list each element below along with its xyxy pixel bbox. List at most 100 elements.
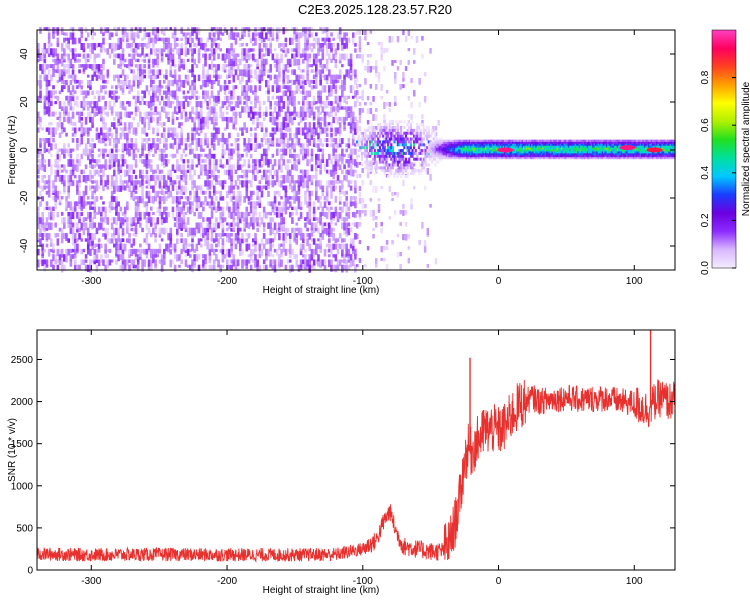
spectrogram-cell xyxy=(204,159,207,163)
spectrogram-cell xyxy=(169,42,173,51)
spectrogram-cell xyxy=(80,169,84,175)
spectrogram-cell xyxy=(288,153,292,158)
spectrogram-cell xyxy=(145,159,149,166)
spectrogram-cell xyxy=(234,243,238,250)
spectrogram-cell xyxy=(165,90,168,99)
spectrogram-cell xyxy=(208,217,212,225)
spectrogram-cell xyxy=(152,254,155,261)
spectrogram-cell xyxy=(396,154,399,158)
spectrogram-cell xyxy=(282,222,286,231)
spectrogram-cell xyxy=(422,157,425,161)
spectrogram-cell xyxy=(267,201,270,206)
spectrogram-cell xyxy=(354,201,357,209)
spectrogram-cell xyxy=(393,134,396,138)
spectrogram-cell xyxy=(176,48,179,55)
spectrogram-cell xyxy=(132,95,136,100)
spectrogram-cell xyxy=(383,149,386,153)
spectrogram-cell xyxy=(115,138,118,145)
spectrogram-cell xyxy=(370,149,373,153)
spectrogram-cell xyxy=(117,122,120,127)
spectrogram-cell xyxy=(388,126,391,129)
spectrogram-cell xyxy=(252,48,255,52)
spectrogram-cell xyxy=(234,169,238,175)
spectrogram-cell xyxy=(482,145,485,148)
spectrogram-cell xyxy=(440,149,443,152)
spectrogram-cell xyxy=(154,196,157,202)
spectrogram-cell xyxy=(284,196,288,202)
spectrogram-cell xyxy=(260,238,264,246)
spectrogram-cell xyxy=(143,32,147,40)
spectrogram-cell xyxy=(269,243,272,252)
spectrogram-cell xyxy=(404,36,408,42)
spectrogram-cell xyxy=(126,238,129,243)
spectrogram-cell xyxy=(399,222,402,226)
spectrogram-cell xyxy=(262,58,266,66)
spectrogram-cell xyxy=(143,58,147,63)
spectrogram-cell xyxy=(304,111,307,118)
spectrogram-cell xyxy=(241,169,244,174)
spectrogram-cell xyxy=(193,254,196,262)
spectrogram-cell xyxy=(364,128,367,132)
spectrogram-cell xyxy=(349,122,353,129)
spectrogram-cell xyxy=(221,211,225,217)
spectrogram-cell xyxy=(95,211,99,215)
spectrogram-cell xyxy=(460,156,463,160)
spectrogram-cell xyxy=(56,248,60,257)
spectrogram-cell xyxy=(128,90,131,95)
spectrogram-cell xyxy=(308,79,312,88)
spectrogram-cell xyxy=(130,174,133,182)
spectrogram-cell xyxy=(286,111,290,119)
spectrogram-cell xyxy=(349,53,353,60)
spectrogram-cell xyxy=(445,139,448,142)
spectrogram-cell xyxy=(162,180,166,188)
spectrogram-cell xyxy=(173,27,177,36)
spectrogram-cell xyxy=(343,217,346,223)
spectrogram-cell xyxy=(323,85,327,93)
spectrogram-cell xyxy=(391,132,394,137)
spectrogram-cell xyxy=(204,238,207,246)
spectrogram-cell xyxy=(444,149,447,152)
spectrogram-cell xyxy=(325,58,329,65)
spectrogram-cell xyxy=(186,132,190,139)
spectrogram-cell xyxy=(396,234,400,238)
spectrogram-cell xyxy=(236,196,240,203)
spectrogram-cell xyxy=(332,217,335,221)
spectrogram-cell xyxy=(391,192,394,197)
spectrogram-cell xyxy=(197,127,201,131)
spectrogram-cell xyxy=(91,122,94,128)
spectrogram-cell xyxy=(280,95,283,103)
spectrogram-cell xyxy=(93,69,97,77)
spectrogram-cell xyxy=(230,185,233,194)
spectrogram-cell xyxy=(108,132,112,137)
spectrogram-cell xyxy=(334,90,338,95)
spectrogram-cell xyxy=(58,254,62,261)
spectrogram-cell xyxy=(271,174,275,180)
spectrogram-cell xyxy=(115,143,118,149)
spectrogram-cell xyxy=(139,254,142,260)
spectrogram-cell xyxy=(67,190,71,199)
spectrogram-cell xyxy=(476,139,479,142)
spectrogram-cell xyxy=(225,190,229,199)
spectrogram-cell xyxy=(295,206,299,214)
spectrogram-cell xyxy=(191,164,194,170)
spectrogram-cell xyxy=(383,131,386,135)
spectrogram-cell xyxy=(215,164,218,172)
spectrogram-cell xyxy=(299,248,303,256)
spectrogram-cell xyxy=(424,163,427,167)
spectrogram-cell xyxy=(47,190,51,198)
spectrogram-cell xyxy=(430,128,434,132)
spectrogram-cell xyxy=(332,264,335,272)
spectrogram-cell xyxy=(193,74,196,83)
spectrogram-cell xyxy=(442,141,445,144)
spectrogram-cell xyxy=(165,37,168,43)
spectrogram-cell xyxy=(52,264,55,270)
spectrogram-cell xyxy=(341,190,344,194)
spectrogram-cell xyxy=(221,138,225,143)
spectrogram-cell xyxy=(212,138,216,143)
spectrogram-cell xyxy=(396,192,400,198)
spectrogram-cell xyxy=(126,37,129,43)
spectrogram-cell xyxy=(278,111,281,117)
spectrogram-cell xyxy=(102,79,105,84)
spectrogram-cell xyxy=(76,143,79,151)
spectrogram-cell xyxy=(330,169,333,177)
